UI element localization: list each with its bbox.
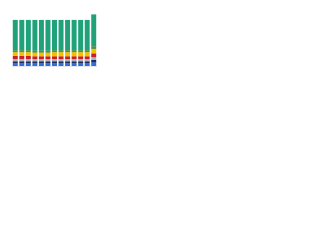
bar-segment bbox=[58, 56, 64, 60]
bar-segment bbox=[84, 59, 90, 62]
bar-segment bbox=[32, 52, 38, 57]
bar-segment bbox=[71, 19, 77, 51]
bar-segment bbox=[32, 61, 38, 64]
bar-segment bbox=[25, 52, 31, 56]
bar-segment bbox=[52, 61, 57, 64]
bar-segment bbox=[78, 63, 84, 66]
bar-segment bbox=[91, 60, 97, 63]
bar-segment bbox=[71, 50, 77, 53]
bar-segment bbox=[25, 61, 31, 64]
bar-segment bbox=[12, 61, 18, 64]
bar-segment bbox=[71, 63, 77, 66]
bar-segment bbox=[65, 61, 71, 64]
bar-segment bbox=[78, 52, 84, 57]
bar-segment bbox=[58, 59, 64, 62]
bar-segment bbox=[78, 56, 84, 60]
bar-segment bbox=[84, 61, 90, 64]
bar-segment bbox=[12, 52, 18, 56]
bar-segment bbox=[38, 59, 44, 62]
bar-segment bbox=[84, 56, 90, 60]
bar-segment bbox=[58, 63, 64, 66]
bar-segment bbox=[25, 19, 31, 51]
bar-segment bbox=[52, 19, 57, 51]
bar-segment bbox=[52, 50, 57, 53]
bar-segment bbox=[71, 56, 77, 60]
bar-segment bbox=[91, 57, 97, 61]
bar-segment bbox=[32, 50, 38, 53]
bar-segment bbox=[78, 19, 84, 51]
bar-segment bbox=[12, 55, 18, 60]
bar-segment bbox=[91, 53, 97, 58]
bar-segment bbox=[45, 59, 51, 62]
bar-segment bbox=[91, 48, 97, 54]
bar-segment bbox=[52, 59, 57, 62]
chart bbox=[12, 14, 97, 67]
bar-segment bbox=[45, 61, 51, 64]
bar-segment bbox=[25, 50, 31, 53]
bar-segment bbox=[38, 50, 44, 53]
bar-segment bbox=[12, 63, 18, 66]
bar-segment bbox=[38, 61, 44, 64]
bar-segment bbox=[45, 56, 51, 60]
bar-segment bbox=[38, 52, 44, 57]
bar-segment bbox=[91, 14, 97, 47]
bar-segment bbox=[65, 50, 71, 53]
bar-segment bbox=[71, 59, 77, 62]
bar-segment bbox=[12, 59, 18, 62]
bar-segment bbox=[19, 19, 25, 51]
bar-segment bbox=[19, 52, 25, 56]
bar-segment bbox=[84, 63, 90, 66]
bar-segment bbox=[52, 52, 57, 57]
bar-segment bbox=[78, 61, 84, 64]
bar-segment bbox=[32, 63, 38, 66]
bar-segment bbox=[58, 19, 64, 51]
bar-segment bbox=[65, 63, 71, 66]
bar-segment bbox=[19, 59, 25, 62]
bar-segment bbox=[38, 19, 44, 51]
bar-segment bbox=[91, 46, 97, 49]
bar-segment bbox=[71, 52, 77, 57]
bar-segment bbox=[32, 56, 38, 60]
page: {"chart_data": {"type": "stacked_bar", "… bbox=[0, 0, 100, 71]
bar-segment bbox=[71, 61, 77, 64]
bar-segment bbox=[12, 19, 18, 51]
bar-segment bbox=[58, 61, 64, 64]
bar-segment bbox=[45, 52, 51, 57]
bar-segment bbox=[45, 63, 51, 66]
bar-segment bbox=[19, 50, 25, 53]
bar-segment bbox=[58, 50, 64, 53]
bar-segment bbox=[84, 19, 90, 51]
bar-segment bbox=[19, 55, 25, 60]
bar-segment bbox=[19, 61, 25, 64]
bar-segment bbox=[78, 59, 84, 62]
bar-segment bbox=[38, 63, 44, 66]
bar-segment bbox=[58, 52, 64, 57]
bar-segment bbox=[25, 63, 31, 66]
bar-segment bbox=[65, 19, 71, 51]
bar-segment bbox=[45, 19, 51, 51]
bar-segment bbox=[65, 56, 71, 60]
bar-segment bbox=[52, 56, 57, 60]
bar-segment bbox=[84, 50, 90, 53]
bar-segment bbox=[84, 52, 90, 57]
bar-segment bbox=[32, 59, 38, 62]
bar-segment bbox=[19, 63, 25, 66]
bar-segment bbox=[25, 55, 31, 60]
bar-segment bbox=[45, 50, 51, 53]
bar-segment bbox=[32, 19, 38, 51]
bar-segment bbox=[25, 59, 31, 62]
bar-segment bbox=[91, 62, 97, 66]
bar-segment bbox=[38, 56, 44, 60]
bar-segment bbox=[65, 59, 71, 62]
bar-segment bbox=[65, 52, 71, 57]
bar-segment bbox=[78, 50, 84, 53]
bar-segment bbox=[52, 63, 57, 66]
bar-segment bbox=[12, 50, 18, 53]
